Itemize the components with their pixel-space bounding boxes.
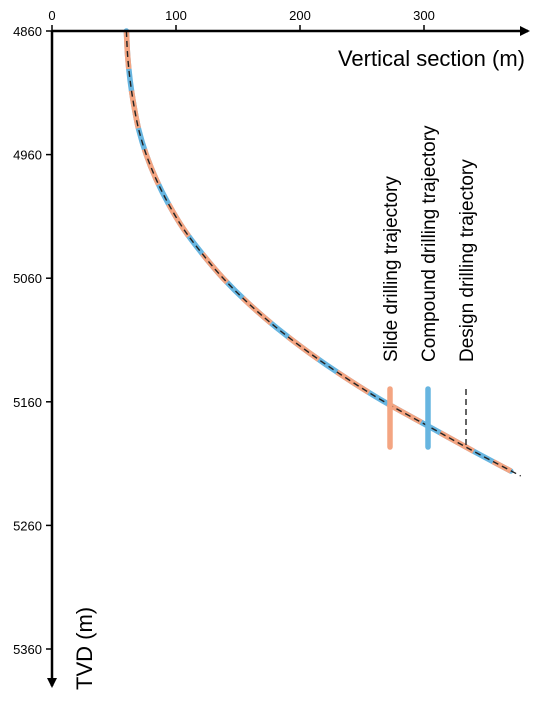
x-tick-label: 0 bbox=[48, 8, 55, 23]
legend-label: Compound drilling trajectory bbox=[419, 125, 440, 362]
y-tick-label: 5060 bbox=[13, 271, 42, 286]
series-design-drilling-trajectory bbox=[125, 30, 522, 477]
y-axis-title: TVD (m) bbox=[72, 607, 97, 690]
y-tick-label: 5360 bbox=[13, 642, 42, 657]
series-compound-drilling-trajectory bbox=[123, 28, 514, 474]
y-tick-label: 4960 bbox=[13, 148, 42, 163]
x-axis-title: Vertical section (m) bbox=[338, 46, 525, 71]
y-tick-label: 4860 bbox=[13, 24, 42, 39]
y-tick-label: 5260 bbox=[13, 518, 42, 533]
legend-label: Design drilling trajectory bbox=[457, 159, 478, 362]
x-tick-label: 200 bbox=[289, 8, 311, 23]
y-tick-label: 5160 bbox=[13, 395, 42, 410]
x-tick-label: 300 bbox=[413, 8, 435, 23]
series-slide-drilling-trajectory bbox=[123, 30, 513, 474]
x-tick-label: 100 bbox=[165, 8, 187, 23]
legend: Slide drilling trajectory Compound drilli… bbox=[381, 125, 478, 450]
legend-label: Slide drilling trajectory bbox=[381, 176, 402, 362]
trajectory-curves bbox=[123, 28, 522, 477]
axis-ticks: 0 100 200 300 4860 4960 5060 5160 5260 5360 bbox=[13, 8, 435, 657]
